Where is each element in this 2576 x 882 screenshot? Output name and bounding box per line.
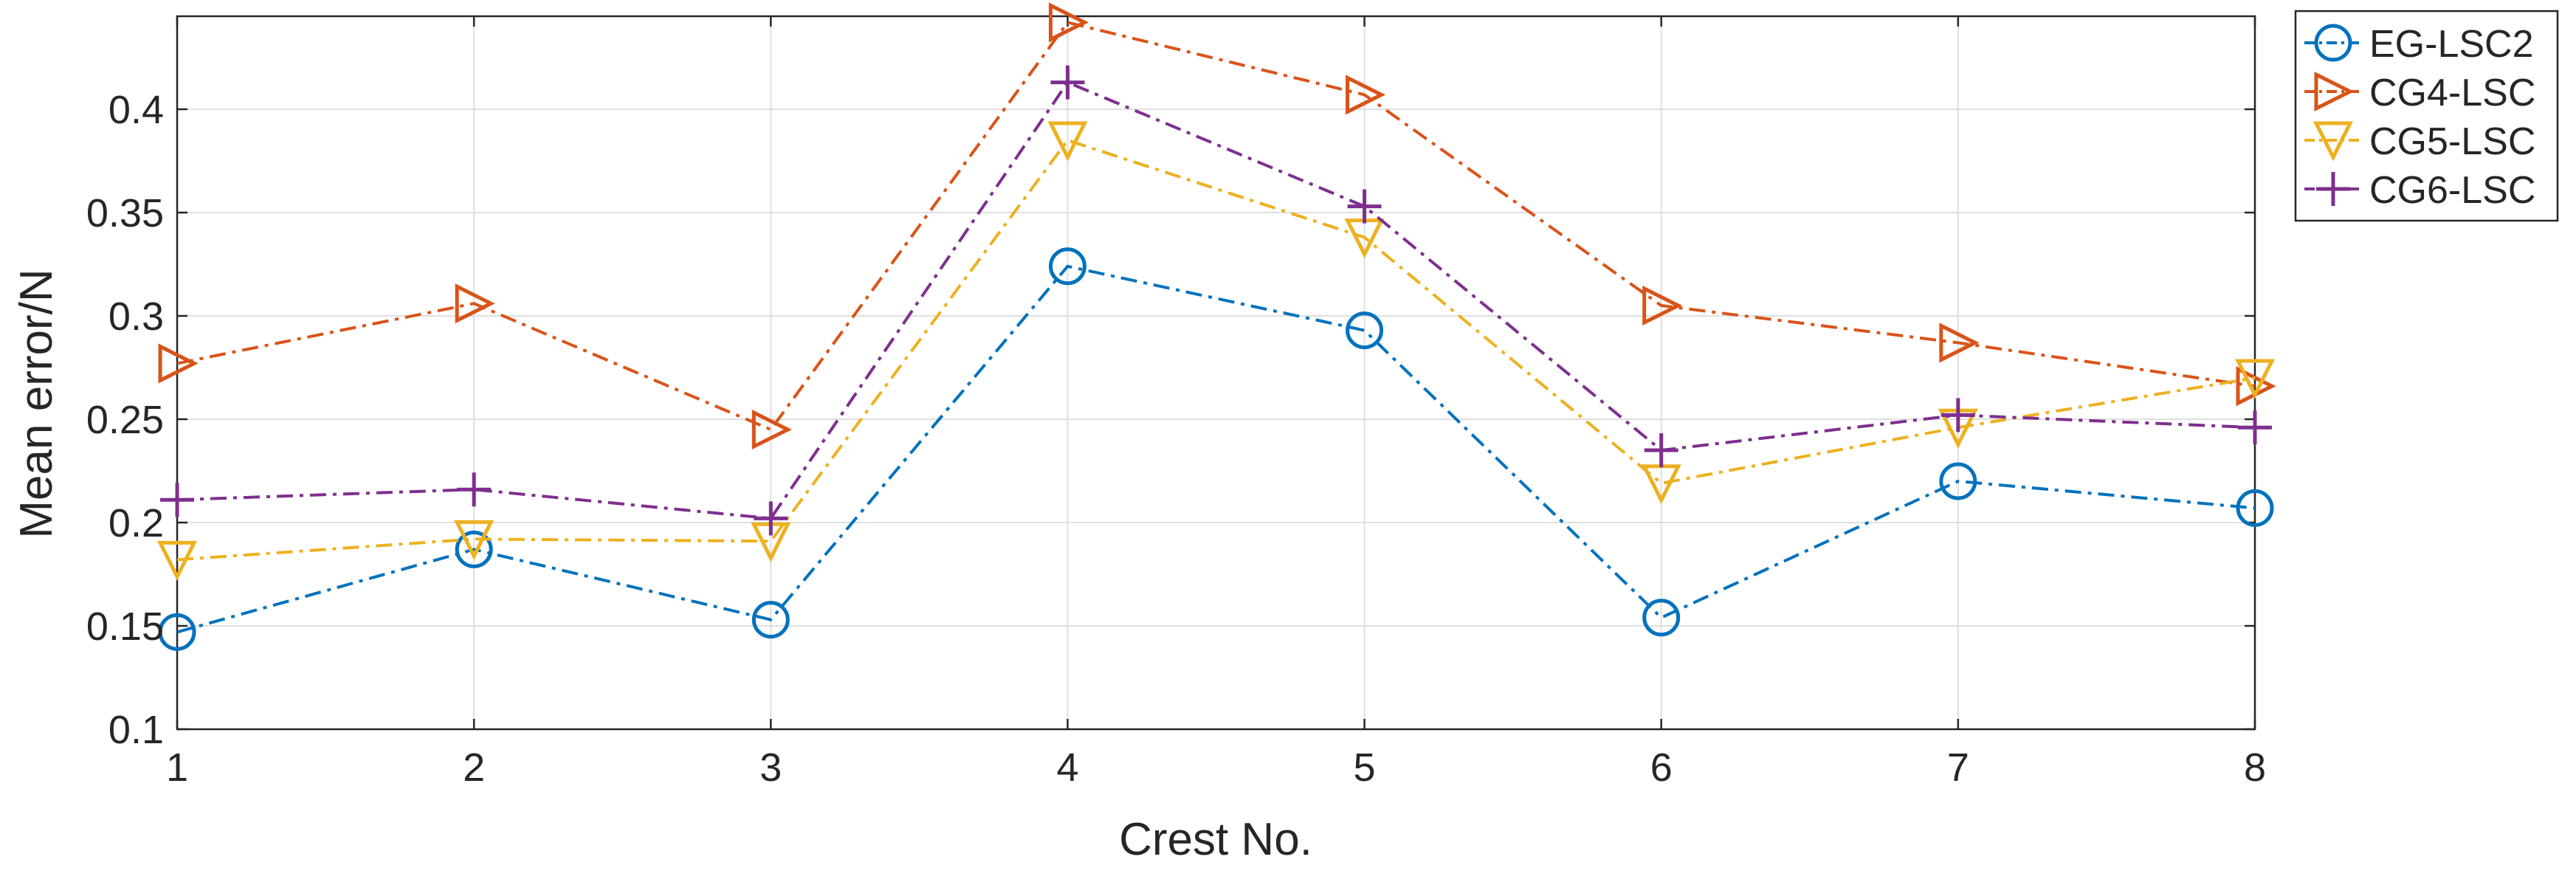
data-point: [2236, 489, 2274, 527]
legend-label: CG4-LSC: [2369, 72, 2535, 114]
legend-label: EG-LSC2: [2369, 23, 2534, 66]
data-point: [751, 601, 790, 639]
data-point: [754, 501, 788, 536]
y-tick-label: 0.25: [86, 398, 164, 442]
y-tick-label: 0.2: [109, 501, 164, 545]
legend-item: CG4-LSC: [2304, 71, 2535, 114]
data-point: [1642, 285, 1683, 326]
legend-marker: [2312, 121, 2354, 162]
data-point: [1939, 462, 1977, 500]
legend-box: [2294, 10, 2559, 222]
y-tick-label: 0.4: [109, 88, 164, 132]
data-point: [1048, 2, 1089, 43]
legend-marker: [2316, 172, 2350, 206]
data-point: [455, 530, 493, 568]
legend-marker: [2314, 71, 2355, 112]
data-point: [1050, 65, 1085, 100]
legend-item: CG5-LSC: [2304, 120, 2535, 163]
x-tick-label: 5: [1354, 745, 1376, 790]
series-line: [176, 21, 2256, 432]
data-point: [158, 613, 196, 651]
series-line: [176, 80, 2256, 520]
data-point: [1346, 311, 1384, 350]
legend-item: EG-LSC2: [2304, 23, 2534, 66]
data-point: [1047, 121, 1088, 162]
legend-label: CG6-LSC: [2369, 169, 2535, 212]
y-axis-label: Mean error/N: [11, 269, 62, 538]
data-point: [1642, 599, 1681, 637]
data-point: [158, 343, 199, 384]
tick-labels: 1 2 3 4 5 6 7 8 0.1 0.15 0.2 0.25 0.3 0.35 0.4: [86, 88, 2266, 790]
series-lines: [156, 2, 2276, 651]
data-point: [1048, 247, 1086, 286]
series-cg4-lsc: [158, 2, 2276, 450]
data-point: [2238, 410, 2272, 445]
data-point: [1347, 189, 1382, 224]
series-line: [176, 264, 2256, 634]
data-point: [160, 483, 194, 517]
data-point: [1644, 433, 1678, 467]
y-tick-label: 0.35: [86, 191, 164, 235]
y-tick-label: 0.1: [109, 708, 164, 752]
series-eg-lsc2: [158, 247, 2274, 651]
legend-item: CG6-LSC: [2304, 169, 2535, 212]
x-tick-label: 4: [1056, 745, 1078, 790]
x-tick-label: 6: [1650, 745, 1673, 790]
legend-label: CG5-LSC: [2369, 120, 2535, 163]
x-tick-label: 8: [2244, 745, 2266, 790]
legend: EG-LSC2 CG4-LSC CG5-LSC CG6-LSC: [2294, 10, 2559, 222]
data-point: [455, 283, 495, 324]
y-tick-label: 0.15: [86, 604, 164, 649]
data-point: [2234, 359, 2276, 399]
data-point: [454, 520, 495, 560]
x-tick-label: 2: [463, 745, 485, 790]
series-line: [176, 138, 2256, 562]
y-tick-label: 0.3: [109, 294, 164, 339]
data-point: [457, 472, 492, 507]
x-axis-label: Crest No.: [1119, 814, 1312, 865]
plot-area: [177, 16, 2255, 729]
data-point: [1940, 398, 1975, 433]
series-cg6-lsc: [160, 65, 2272, 536]
data-point: [1939, 323, 1980, 363]
x-tick-label: 7: [1947, 745, 1969, 790]
legend-marker: [2314, 24, 2352, 62]
x-tick-label: 1: [166, 745, 188, 790]
data-point: [156, 540, 198, 581]
data-point: [1346, 75, 1386, 115]
data-point: [751, 409, 792, 450]
grid-lines: [176, 16, 2256, 730]
x-tick-label: 3: [760, 745, 782, 790]
